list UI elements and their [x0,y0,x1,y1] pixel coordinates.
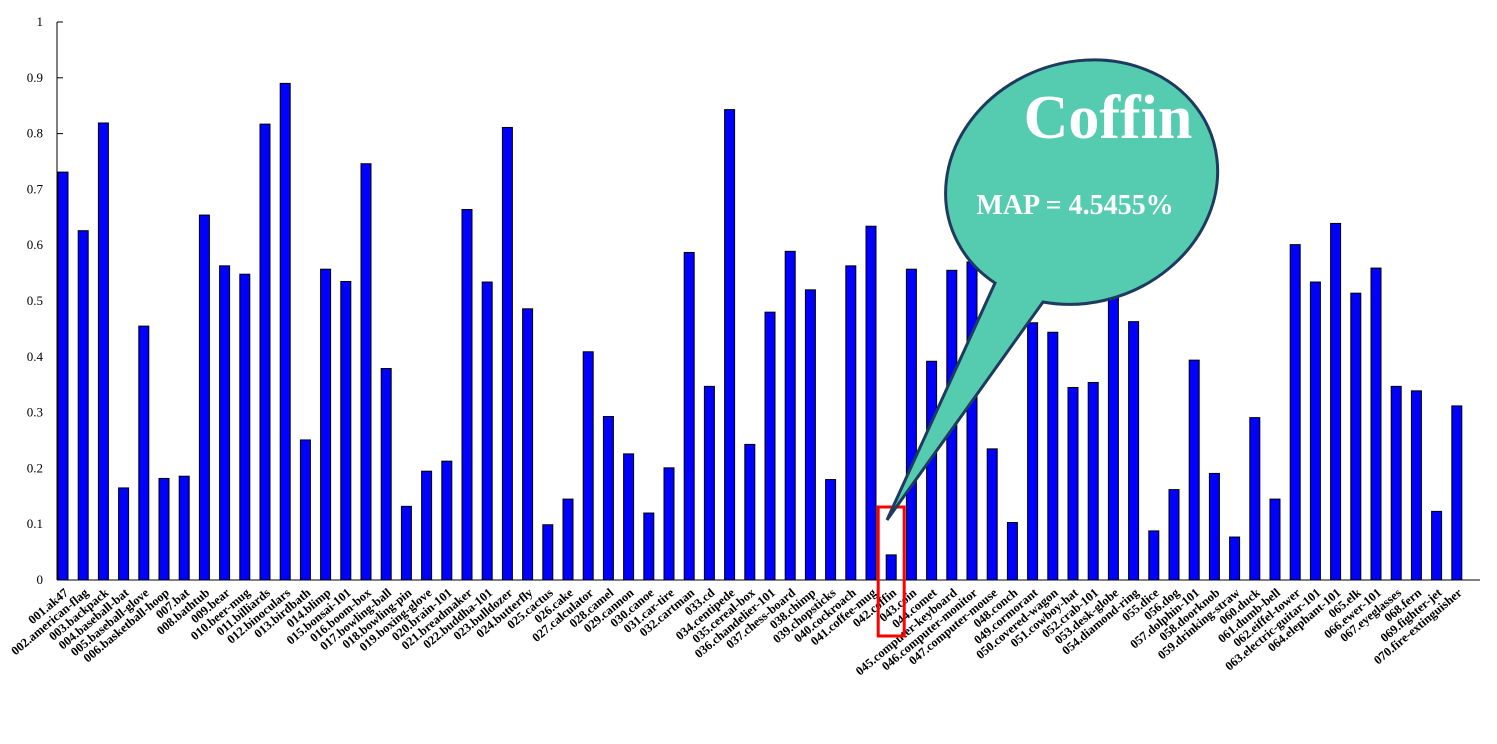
y-tick-label: 0.6 [27,237,44,252]
y-tick-label: 0.4 [27,349,44,364]
bar [804,289,816,581]
bar [340,280,352,581]
bar [582,351,594,581]
bar [724,109,736,581]
bar [138,325,150,581]
callout-bubble [885,58,1220,521]
bar [441,460,453,581]
bar [400,505,412,581]
y-tick-label: 0.8 [27,126,43,141]
bar [926,360,938,581]
bar [299,439,311,581]
bar [784,250,796,581]
chart-x-tick-labels: 001.ak47002.american-flag003.backpack004… [8,585,1465,678]
bar [683,251,695,581]
bar [118,487,130,581]
bar [1168,489,1180,581]
bar [239,273,251,581]
bar [602,416,614,581]
bar [1269,498,1281,581]
bar [542,524,554,581]
bar [522,308,534,581]
bar [1208,472,1220,581]
bar [1370,267,1382,581]
bar [1148,530,1160,581]
callout-text: MAP = 4.5455% [976,190,1173,221]
bar [1431,510,1443,581]
bar [97,122,109,581]
bar [1067,386,1079,581]
bar [57,171,69,581]
bar [1229,536,1241,581]
bar [1350,292,1362,581]
bar [1087,381,1099,581]
y-tick-label: 0.9 [27,70,43,85]
bar [1309,281,1321,581]
y-tick-label: 1 [37,14,44,29]
bar [865,225,877,581]
bar [481,281,493,581]
bar [1451,405,1463,581]
bar [1188,359,1200,581]
bar [1410,390,1422,581]
bar [380,368,392,581]
bar [198,214,210,581]
bar [1390,385,1402,581]
bar [1249,417,1261,581]
y-tick-label: 0.3 [27,405,43,420]
bar [845,265,857,581]
bar [77,230,89,581]
bar [905,268,917,581]
y-tick-label: 0.1 [27,516,43,531]
bar [643,512,655,581]
chart-annotations: Coffin MAP = 4.5455% [876,58,1220,638]
bar [986,448,998,581]
y-tick-label: 0.7 [27,181,44,196]
bar [562,498,574,581]
bar [421,470,433,581]
bar [966,261,978,581]
bar [158,477,170,581]
y-tick-label: 0 [37,572,44,587]
bar [1107,293,1119,581]
bar [279,82,291,581]
bar [178,475,190,581]
chart-axes: 0 0.1 0.2 0.3 0.4 0.5 0.6 0.7 0.8 0.9 1 [27,14,1480,587]
bar [1047,331,1059,581]
bar [764,311,776,581]
bar [1027,322,1039,581]
chart-bars [57,82,1463,581]
y-tick-label: 0.2 [27,460,43,475]
bar [1128,321,1140,581]
bar [461,208,473,581]
bar [320,268,332,581]
bar [501,126,513,581]
bar [219,265,231,581]
y-tick-label: 0.5 [27,293,43,308]
bar [663,467,675,581]
bar [1289,244,1301,581]
bar [885,554,897,581]
bar [825,479,837,581]
bar [360,163,372,581]
highlight-box [876,505,906,638]
bar [744,443,756,581]
bar [1330,222,1342,581]
bar [1006,522,1018,581]
bar [703,385,715,581]
bar [623,453,635,581]
callout-title: Coffin [1024,84,1193,152]
bar [259,123,271,581]
